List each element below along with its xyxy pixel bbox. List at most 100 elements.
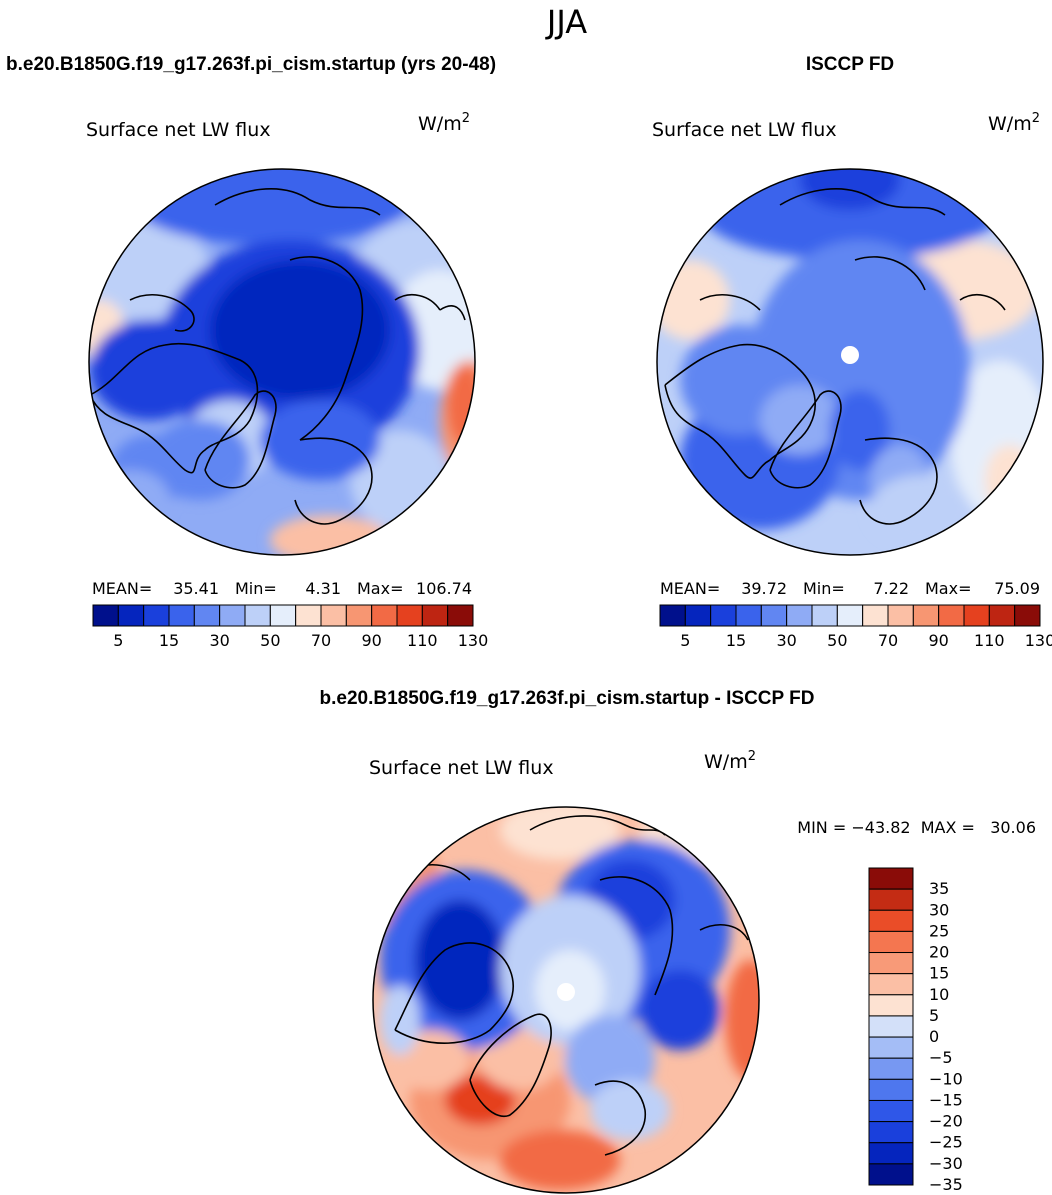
colorbar-model-swatch: [244, 604, 271, 627]
panel-obs-mean: 39.72: [741, 579, 787, 598]
colorbar-obs-swatch: [836, 604, 864, 627]
colorbar-model-swatch: [371, 604, 398, 627]
colorbar-difference-tick-label: −30: [929, 1154, 963, 1173]
colorbar-obs-tick-label: 70: [878, 631, 898, 650]
colorbar-obs-swatch: [684, 604, 712, 627]
panel-model-title: b.e20.B1850G.f19_g17.263f.pi_cism.startu…: [6, 54, 496, 75]
colorbar-difference-swatch: [868, 973, 914, 996]
panel-difference-field-label: Surface net LW flux: [369, 757, 554, 779]
colorbar-difference-swatch: [868, 1099, 914, 1123]
panel-model-max-label: Max=: [357, 579, 403, 598]
colorbar-obs-swatch: [963, 604, 990, 627]
colorbar-difference-tick-label: −20: [929, 1112, 963, 1131]
colorbar-model-swatch: [421, 604, 449, 627]
panel-model-field-label: Surface net LW flux: [86, 119, 271, 141]
colorbar-obs-tick-label: 110: [974, 631, 1005, 650]
colorbar-obs-tick-label: 15: [726, 631, 746, 650]
colorbar-model-swatch: [92, 604, 119, 627]
colorbar-difference-swatch: [868, 1163, 914, 1186]
colorbar-obs-swatch: [760, 604, 788, 627]
colorbar-model-tick-label: 50: [260, 631, 280, 650]
colorbar-obs-tick-label: 50: [827, 631, 847, 650]
colorbar-difference-tick-label: 5: [929, 1006, 939, 1025]
panel-model-mean-label: MEAN=: [92, 579, 152, 598]
colorbar-model-swatch: [295, 604, 322, 627]
colorbar-model-tick-label: 15: [159, 631, 179, 650]
panel-obs-max: 75.09: [994, 579, 1040, 598]
colorbar-difference-swatch: [868, 952, 914, 975]
colorbar-difference-tick-label: 30: [929, 900, 949, 919]
colorbar-difference-swatch: [868, 888, 914, 911]
map-model: [89, 169, 475, 555]
colorbar-obs-swatch: [659, 604, 686, 627]
panel-obs-field-label: Surface net LW flux: [652, 119, 837, 141]
colorbar-difference-tick-label: −35: [929, 1175, 963, 1194]
colorbar-difference-tick-label: 15: [929, 964, 949, 983]
colorbar-difference-swatch: [868, 1078, 914, 1101]
panel-difference: b.e20.B1850G.f19_g17.263f.pi_cism.startu…: [320, 688, 1036, 1194]
panel-model-max: 106.74: [416, 579, 472, 598]
panel-obs: ISCCP FD Surface net LW flux W/m2: [652, 54, 1052, 650]
colorbar-difference-tick-label: 10: [929, 985, 949, 1004]
colorbar-obs-swatch: [862, 604, 889, 627]
colorbar-difference-swatch: [868, 930, 914, 954]
panel-model-units: W/m2: [418, 111, 470, 135]
colorbar-difference-tick-label: −10: [929, 1069, 963, 1088]
colorbar-difference-swatch: [868, 994, 914, 1017]
panel-model-colorbar: 5 15 30 50 70 90 110 130: [92, 604, 488, 650]
colorbar-difference-swatch: [868, 909, 914, 932]
colorbar-difference-tick-label: −15: [929, 1090, 963, 1109]
panel-difference-title: b.e20.B1850G.f19_g17.263f.pi_cism.startu…: [320, 688, 815, 709]
panel-obs-title: ISCCP FD: [806, 54, 894, 75]
colorbar-obs-tick-label: 5: [680, 631, 690, 650]
colorbar-difference-swatch: [868, 1142, 914, 1165]
panel-obs-colorbar: 5 15 30 50 70 90 110 130: [659, 604, 1052, 650]
colorbar-obs-swatch: [988, 604, 1016, 627]
map-obs-outline: [656, 168, 1044, 556]
panel-obs-mean-label: MEAN=: [660, 579, 720, 598]
colorbar-model-tick-label: 5: [113, 631, 123, 650]
panel-obs-min: 7.22: [873, 579, 909, 598]
map-difference-outline: [372, 806, 760, 1194]
panel-obs-max-label: Max=: [925, 579, 971, 598]
colorbar-model-swatch: [143, 604, 170, 627]
colorbar-obs-swatch: [786, 604, 813, 627]
panel-model-min: 4.31: [305, 579, 341, 598]
colorbar-difference-swatch: [868, 867, 914, 890]
colorbar-obs-swatch: [887, 604, 914, 627]
panel-obs-units: W/m2: [988, 111, 1040, 135]
colorbar-model-tick-label: 30: [209, 631, 229, 650]
colorbar-difference-swatch: [868, 1015, 914, 1038]
page-title: JJA: [545, 3, 587, 41]
colorbar-model-tick-label: 90: [361, 631, 381, 650]
colorbar-obs-swatch: [735, 604, 762, 627]
colorbar-model-tick-label: 110: [407, 631, 438, 650]
colorbar-model-tick-label: 70: [311, 631, 331, 650]
colorbar-obs-swatch: [710, 604, 737, 627]
colorbar-difference-tick-label: 25: [929, 921, 949, 940]
map-obs: [657, 169, 1043, 555]
colorbar-model-swatch: [320, 604, 347, 627]
colorbar-difference-swatch: [868, 1036, 914, 1059]
map-difference-pole-missing: [557, 983, 575, 1001]
panel-model-min-label: Min=: [235, 579, 277, 598]
panel-difference-minmax: MIN = −43.82 MAX = 30.06: [797, 818, 1036, 837]
colorbar-obs-swatch: [938, 604, 965, 627]
colorbar-difference-tick-label: −5: [929, 1048, 953, 1067]
colorbar-model-swatch: [219, 604, 246, 627]
colorbar-difference-swatch: [868, 1057, 914, 1080]
panel-difference-units: W/m2: [704, 749, 756, 773]
colorbar-model-swatch: [168, 604, 195, 627]
colorbar-model-swatch: [345, 604, 373, 627]
colorbar-difference-tick-label: 0: [929, 1027, 939, 1046]
map-obs-pole-missing: [841, 346, 859, 364]
colorbar-model-swatch: [447, 604, 474, 627]
panel-model: b.e20.B1850G.f19_g17.263f.pi_cism.startu…: [6, 54, 496, 650]
colorbar-obs-tick-label: 30: [776, 631, 796, 650]
colorbar-obs-swatch: [811, 604, 838, 627]
colorbar-obs-tick-label: 90: [928, 631, 948, 650]
colorbar-difference-tick-label: 35: [929, 879, 949, 898]
colorbar-difference-tick-label: 20: [929, 943, 949, 962]
